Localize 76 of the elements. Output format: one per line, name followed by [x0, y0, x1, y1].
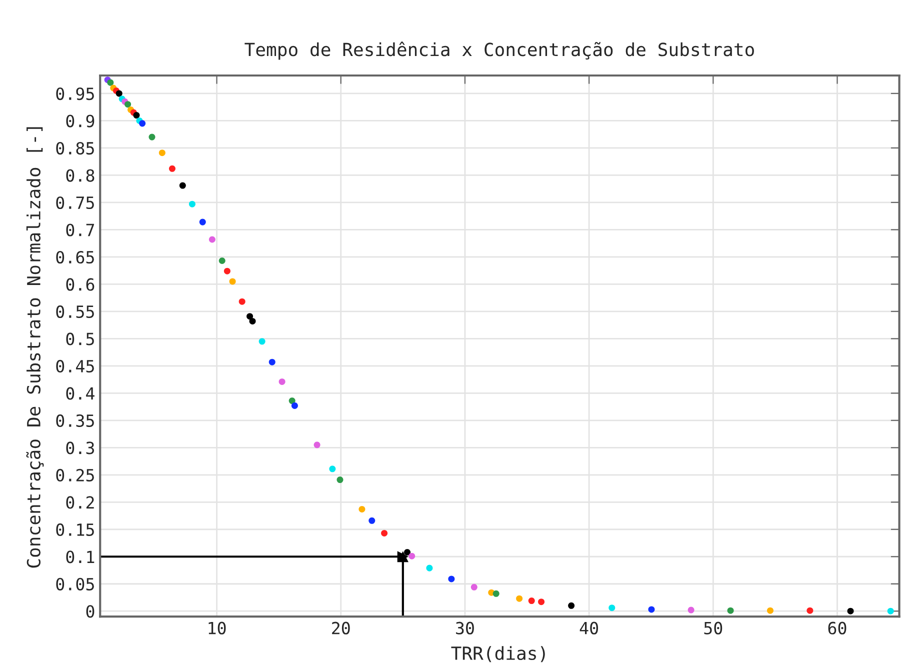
- y-tick-label: 0.35: [56, 414, 94, 428]
- point: [133, 112, 140, 119]
- point: [528, 598, 535, 604]
- point: [408, 552, 416, 560]
- point: [179, 182, 186, 189]
- point: [448, 576, 455, 582]
- y-tick-label: 0.4: [66, 387, 94, 400]
- x-tick-label: 40: [580, 622, 598, 634]
- point: [168, 165, 176, 172]
- point: [188, 200, 196, 208]
- y-tick-label: 0.25: [56, 468, 94, 482]
- point: [404, 549, 411, 556]
- point: [246, 313, 254, 320]
- point: [688, 606, 694, 614]
- point: [208, 236, 216, 243]
- point: [148, 134, 156, 140]
- point: [426, 564, 433, 572]
- point: [158, 150, 166, 156]
- y-tick-label: 0.7: [66, 224, 94, 236]
- point: [648, 606, 655, 613]
- x-tick-label: 20: [332, 622, 350, 634]
- point: [727, 607, 734, 614]
- point: [568, 602, 575, 609]
- point: [368, 517, 376, 524]
- point: [470, 584, 478, 590]
- point: [116, 90, 122, 97]
- y-tick-label: 0.5: [66, 332, 94, 346]
- chart-title: Tempo de Residência x Concentração de Substrato: [244, 42, 754, 60]
- y-tick-label: 0.75: [56, 196, 94, 210]
- y-tick-label: 0.9: [66, 114, 94, 128]
- point: [291, 402, 298, 409]
- x-axis-title: TRR(dias): [451, 646, 545, 662]
- point: [258, 338, 266, 345]
- point: [288, 398, 296, 404]
- y-tick-label: 0.55: [56, 305, 94, 318]
- point: [336, 476, 344, 484]
- y-tick-label: 0.3: [66, 442, 94, 454]
- y-tick-label: 0.95: [56, 87, 94, 100]
- point: [847, 608, 854, 614]
- point: [268, 358, 276, 366]
- y-tick-label: 0.05: [56, 578, 94, 590]
- point: [516, 595, 523, 602]
- point: [314, 442, 320, 448]
- point: [199, 218, 206, 226]
- point: [538, 598, 545, 606]
- y-axis-title: Concentração De Substrato Normalizado [-]: [26, 127, 44, 568]
- point: [249, 318, 256, 324]
- point: [608, 604, 616, 612]
- x-tick-label: 10: [208, 622, 226, 634]
- y-tick-label: 0.85: [56, 142, 94, 155]
- point: [358, 506, 366, 512]
- y-tick-label: 0.15: [56, 523, 94, 536]
- y-tick-label: 0.65: [56, 250, 94, 264]
- point: [124, 101, 132, 108]
- x-tick-label: 30: [456, 622, 474, 634]
- point: [139, 120, 146, 127]
- point: [806, 607, 814, 614]
- point: [329, 466, 336, 472]
- point: [492, 590, 500, 597]
- y-tick-label: 0.1: [66, 550, 94, 564]
- point: [381, 530, 388, 536]
- point: [107, 79, 114, 86]
- point: [229, 278, 236, 285]
- point: [766, 607, 774, 614]
- x-tick-label: 50: [704, 622, 722, 634]
- y-tick-label: 0: [86, 605, 94, 618]
- point: [224, 268, 230, 274]
- y-tick-label: 0.2: [66, 496, 94, 509]
- y-tick-label: 0.6: [66, 278, 94, 291]
- y-tick-label: 0.45: [56, 360, 94, 373]
- point: [238, 298, 246, 305]
- y-tick-label: 0.8: [66, 169, 94, 182]
- point: [278, 378, 286, 385]
- point: [887, 608, 894, 614]
- x-tick-label: 60: [828, 622, 846, 634]
- point: [218, 257, 226, 264]
